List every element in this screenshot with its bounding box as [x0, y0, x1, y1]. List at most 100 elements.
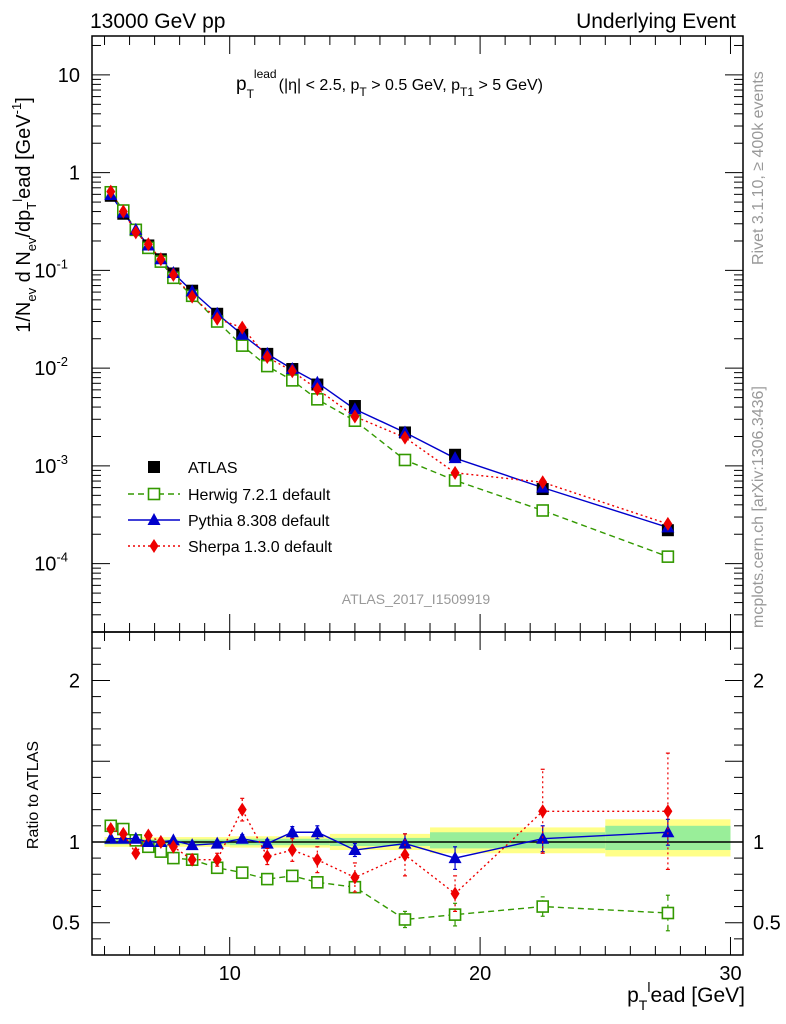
ratio-point-open-square-dashed — [286, 869, 299, 883]
annotation-rest: (|η| < 2.5, p — [279, 77, 360, 94]
ratio-point-open-square-dashed — [661, 906, 675, 920]
analysis-id-label: ATLAS_2017_I1509919 — [342, 591, 491, 607]
main-point-diamond-dotted — [168, 267, 178, 282]
legend-marker-data — [148, 461, 160, 473]
main-point-diamond-dotted — [106, 184, 116, 199]
ratio-point-diamond-dotted — [262, 849, 272, 864]
legend-label: Sherpa 1.3.0 default — [188, 539, 333, 556]
observable-annotation: pTlead(|η| < 2.5, pT > 0.5 GeV, pT1 > 5 … — [236, 67, 543, 101]
ratio-point-diamond-dotted — [312, 852, 322, 867]
main-point-diamond-dotted — [118, 204, 128, 219]
ratio-point-triangle-solid — [448, 851, 462, 864]
main-point-diamond-dotted — [663, 516, 673, 531]
rivet-version-label: Rivet 3.1.10, ≥ 400k events — [750, 71, 767, 265]
axes: 10 1 10-1 10-2 10-3 10-4 10 20 30 2 2 1 1 0.5 0.5 — [34, 35, 781, 985]
main-point-diamond-dotted — [450, 465, 460, 480]
main-point-triangle-solid — [448, 451, 462, 464]
ratio-point-triangle-solid — [398, 836, 412, 849]
main-y-axis-label: 1/Nev d Nev/dpTlead [GeV-1] — [9, 97, 39, 333]
legend-marker-diamond-dotted — [149, 539, 159, 553]
ratio-point-triangle-solid — [185, 838, 199, 851]
annotation-sup: lead — [254, 67, 277, 81]
annotation-sub2: T — [359, 85, 367, 99]
annotation-main: p — [236, 74, 247, 95]
annotation-sub3: T1 — [460, 85, 474, 99]
main-point-diamond-dotted — [287, 364, 297, 379]
main-y-tick-label: 10-2 — [34, 354, 68, 380]
legend: ATLAS Herwig 7.2.1 default Pythia 8.308 de… — [128, 460, 333, 556]
x-axis-label: pTlead [GeV] — [627, 979, 745, 1013]
main-point-diamond-dotted — [350, 409, 360, 424]
x-tick-label: 10 — [219, 963, 241, 985]
main-point-diamond-dotted — [262, 350, 272, 365]
ratio-point-triangle-solid — [260, 836, 274, 849]
ratio-point-triangle-solid — [661, 825, 675, 838]
ratio-point-open-square-dashed — [398, 913, 412, 926]
main-point-diamond-dotted — [212, 311, 222, 326]
main-point-diamond-dotted — [156, 252, 166, 267]
ratio-point-diamond-dotted — [118, 826, 128, 841]
main-y-tick-label: 10-1 — [34, 256, 68, 282]
main-point-diamond-dotted — [538, 475, 548, 490]
ratio-point-triangle-solid — [285, 825, 299, 838]
annotation-sub: T — [247, 87, 255, 101]
ratio-point-diamond-dotted — [663, 804, 673, 819]
ratio-y-tick-label-right: 2 — [753, 670, 764, 692]
main-panel-series — [104, 184, 675, 563]
ratio-point-diamond-dotted — [106, 822, 116, 837]
main-point-open-square-dashed — [235, 339, 249, 352]
main-point-open-square-dashed — [398, 453, 412, 467]
ratio-point-diamond-dotted — [156, 834, 166, 849]
main-point-diamond-dotted — [131, 225, 141, 240]
ratio-y-tick-label-left: 1 — [69, 832, 80, 854]
main-y-tick-label: 10 — [58, 65, 80, 87]
ratio-point-triangle-solid — [348, 843, 362, 856]
ratio-line-diamond-dotted — [110, 808, 668, 895]
ratio-point-open-square-dashed — [448, 908, 462, 921]
main-point-triangle-solid — [310, 375, 324, 388]
header-left: 13000 GeV pp — [90, 10, 225, 33]
ratio-y-tick-label-left: 2 — [69, 670, 80, 692]
ratio-point-diamond-dotted — [187, 852, 197, 867]
ratio-point-diamond-dotted — [450, 886, 460, 901]
ratio-y-tick-label-right: 0.5 — [753, 913, 781, 935]
legend-label: ATLAS — [188, 460, 238, 477]
annotation-rest2: > 0.5 GeV, p — [367, 77, 460, 94]
ratio-point-diamond-dotted — [237, 802, 247, 817]
main-point-diamond-dotted — [237, 320, 247, 335]
main-point-diamond-dotted — [400, 430, 410, 445]
ratio-point-diamond-dotted — [287, 843, 297, 858]
main-y-tick-label: 10-4 — [34, 550, 68, 576]
ratio-point-open-square-dashed — [167, 851, 180, 865]
main-point-triangle-solid — [348, 402, 362, 415]
mcplots-label: mcplots.cern.ch [arXiv:1306.3436] — [750, 386, 767, 628]
ratio-point-diamond-dotted — [168, 839, 178, 854]
ratio-point-diamond-dotted — [143, 828, 153, 843]
ratio-point-open-square-dashed — [536, 900, 549, 913]
legend-label: Pythia 8.308 default — [188, 513, 330, 530]
ratio-y-axis-label: Ratio to ATLAS — [25, 741, 42, 849]
ratio-point-diamond-dotted — [350, 870, 360, 885]
main-y-tick-label: 1 — [69, 163, 80, 185]
ratio-point-open-square-dashed — [260, 872, 274, 886]
ratio-point-triangle-solid — [129, 831, 143, 844]
annotation-rest3: > 5 GeV) — [474, 77, 543, 94]
ratio-point-diamond-dotted — [400, 847, 410, 862]
legend-marker-open-square-dashed — [147, 487, 161, 501]
main-point-diamond-dotted — [312, 382, 322, 397]
ratio-point-diamond-dotted — [212, 852, 222, 867]
ratio-point-diamond-dotted — [131, 846, 141, 861]
ratio-point-triangle-solid — [104, 831, 118, 844]
ratio-point-triangle-solid — [210, 836, 224, 849]
main-point-open-square-dashed — [536, 504, 549, 517]
x-tick-label: 30 — [719, 963, 741, 985]
ratio-point-diamond-dotted — [538, 804, 548, 819]
legend-label: Herwig 7.2.1 default — [188, 487, 331, 504]
ratio-point-triangle-solid — [235, 831, 249, 844]
ratio-y-tick-label-left: 0.5 — [52, 913, 80, 935]
ratio-point-open-square-dashed — [235, 866, 249, 879]
svg-text:pTlead(|η| < 2.5, pT > 0.5 GeV: pTlead(|η| < 2.5, pT > 0.5 GeV, pT1 > 5 … — [236, 67, 543, 101]
main-point-diamond-dotted — [187, 289, 197, 304]
x-tick-label: 20 — [469, 963, 491, 985]
